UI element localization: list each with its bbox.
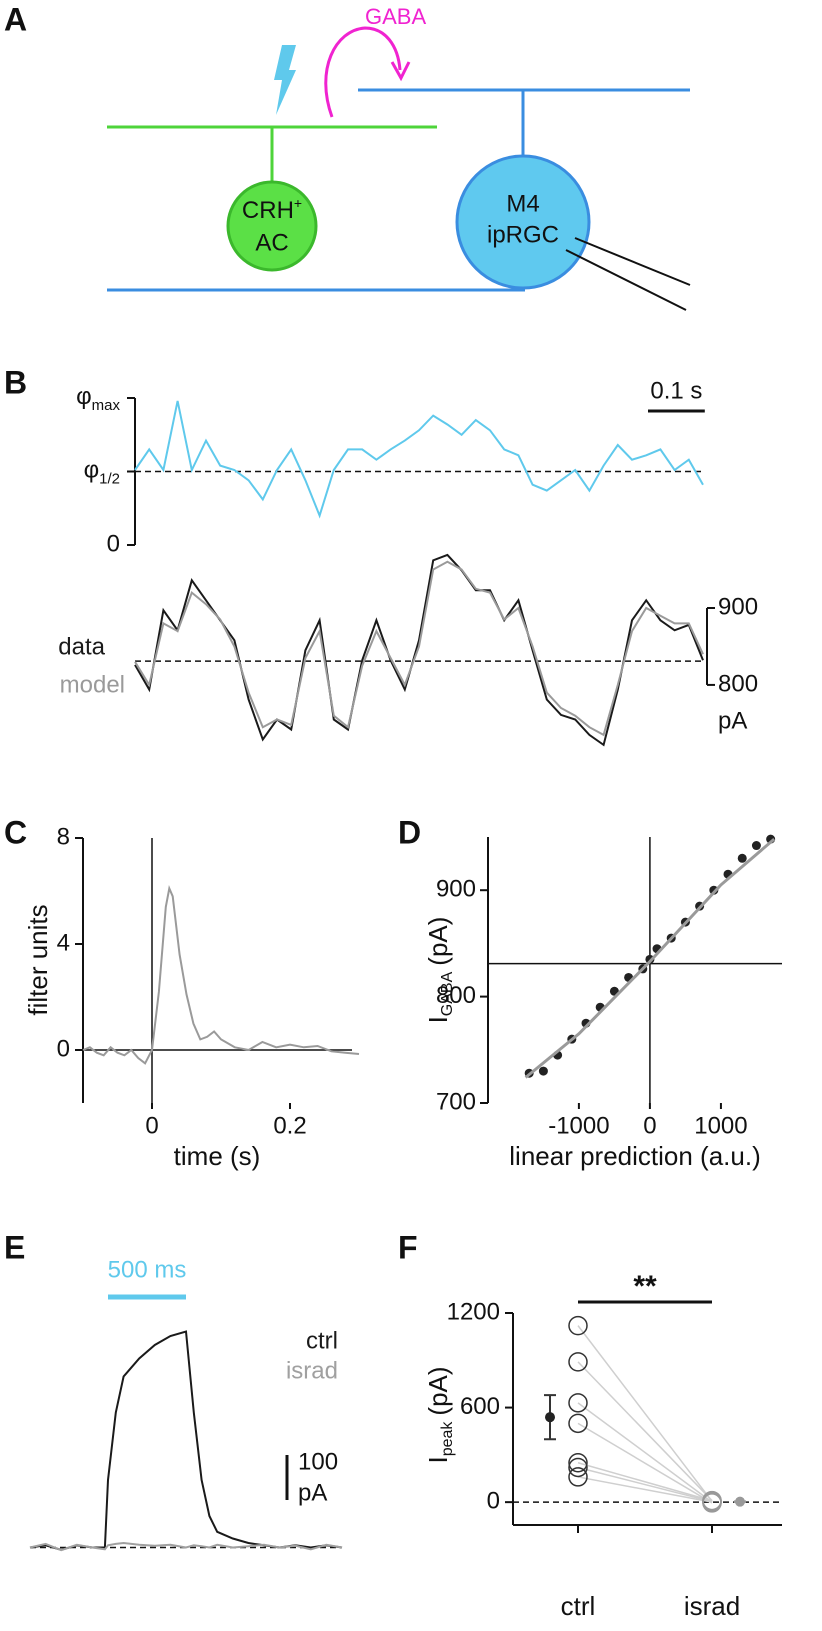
tick-label: 0.2 <box>273 1112 306 1139</box>
category-label: ctrl <box>561 1591 596 1621</box>
tick-label: 800 <box>718 670 758 697</box>
tick-label: 600 <box>460 1393 500 1420</box>
cell-label-sup: + <box>294 195 302 211</box>
pipette <box>565 249 687 311</box>
pipette <box>574 237 691 286</box>
trace <box>29 1541 343 1552</box>
panel-label: F <box>398 1229 418 1265</box>
tick-label: 8 <box>57 823 70 850</box>
tick-label: 0 <box>107 530 120 557</box>
point <box>568 1467 588 1487</box>
scale-unit: pA <box>298 1479 327 1506</box>
arrow-head <box>390 61 411 82</box>
trace <box>134 560 704 737</box>
pair-line <box>577 1466 713 1503</box>
cell-label: M4 <box>506 190 539 217</box>
axis-label: linear prediction (a.u.) <box>509 1141 760 1171</box>
tick-label: 0 <box>643 1112 656 1139</box>
point <box>737 853 747 863</box>
pair-line <box>577 1476 713 1503</box>
axis-label-unit: (pA) <box>423 1366 453 1415</box>
pair-line <box>577 1325 713 1502</box>
axis-label: Ipeak (pA) <box>423 1366 456 1463</box>
pair-line <box>577 1422 713 1504</box>
axis-label-sub: peak <box>439 1421 456 1457</box>
tick-label: 800 <box>436 982 476 1009</box>
axis-label-sub: GABA <box>439 971 456 1016</box>
cell-label: AC <box>255 229 288 256</box>
point <box>568 1393 588 1413</box>
rgc-soma <box>455 154 591 290</box>
point <box>568 1315 588 1336</box>
point <box>568 1413 588 1434</box>
tick-label-sub: 1/2 <box>99 470 120 487</box>
pair-line <box>577 1462 713 1502</box>
tick-label-text: φ <box>76 383 92 410</box>
tick-label: 1200 <box>447 1298 500 1325</box>
tick-label: 700 <box>436 1088 476 1115</box>
cell-label-text: CRH <box>242 197 294 224</box>
diagram: A GABA CRH+ AC M4 ipRGC <box>4 1 691 311</box>
transmitter-label: GABA <box>365 4 426 29</box>
tick-label: 900 <box>436 876 476 903</box>
legend-label: ctrl <box>306 1327 338 1354</box>
legend-label: data <box>58 633 105 660</box>
tick-label: -1000 <box>548 1112 609 1139</box>
legend-label: israd <box>286 1357 338 1384</box>
arrow <box>324 26 402 118</box>
point <box>538 1066 548 1076</box>
scale-label: 100 <box>298 1448 338 1475</box>
tick-label: 0 <box>487 1487 500 1514</box>
mean-point <box>545 1412 555 1423</box>
stimulus-label: 500 ms <box>108 1256 187 1283</box>
point <box>751 841 761 851</box>
tick-label: 0 <box>145 1112 158 1139</box>
panel-label: E <box>4 1229 25 1265</box>
trace <box>134 553 704 747</box>
tick-label: 0 <box>57 1035 70 1062</box>
trace <box>134 400 704 519</box>
panel-label: C <box>4 814 27 850</box>
axis-label: time (s) <box>174 1141 261 1171</box>
axis-label: IGABA (pA) <box>423 917 456 1024</box>
tick-label: 900 <box>718 593 758 620</box>
fit-line <box>524 837 776 1079</box>
legend-label: model <box>60 671 125 698</box>
pair-line <box>577 1402 713 1503</box>
point <box>568 1457 588 1478</box>
panel-label: B <box>4 364 27 400</box>
point <box>568 1452 588 1473</box>
pair-line <box>577 1361 713 1502</box>
point <box>702 1492 722 1512</box>
axis-label: filter units <box>23 904 53 1015</box>
axis-label-text: I <box>423 1456 453 1463</box>
tick-label-sub: max <box>92 397 121 414</box>
significance: ** <box>633 1270 657 1303</box>
axis-unit: pA <box>718 707 747 734</box>
tick-label: φ1/2 <box>84 457 120 488</box>
panel-label: A <box>4 1 27 37</box>
axis-label-unit: (pA) <box>423 917 453 966</box>
category-label: israd <box>684 1591 740 1621</box>
axis-label-text: I <box>423 1016 453 1023</box>
tick-label: 1000 <box>694 1112 747 1139</box>
point <box>568 1352 588 1372</box>
tick-label: φmax <box>76 383 120 414</box>
panel-label: D <box>398 814 421 850</box>
mean-point <box>735 1496 745 1507</box>
trace <box>82 885 360 1065</box>
cell-label: CRH+ <box>242 195 302 225</box>
cell-label: ipRGC <box>487 221 559 248</box>
scale-label: 0.1 s <box>650 377 702 404</box>
tick-label: 4 <box>57 929 70 956</box>
tick-label-text: φ <box>84 457 100 484</box>
light-flash <box>274 45 296 115</box>
ac-soma <box>226 180 318 272</box>
